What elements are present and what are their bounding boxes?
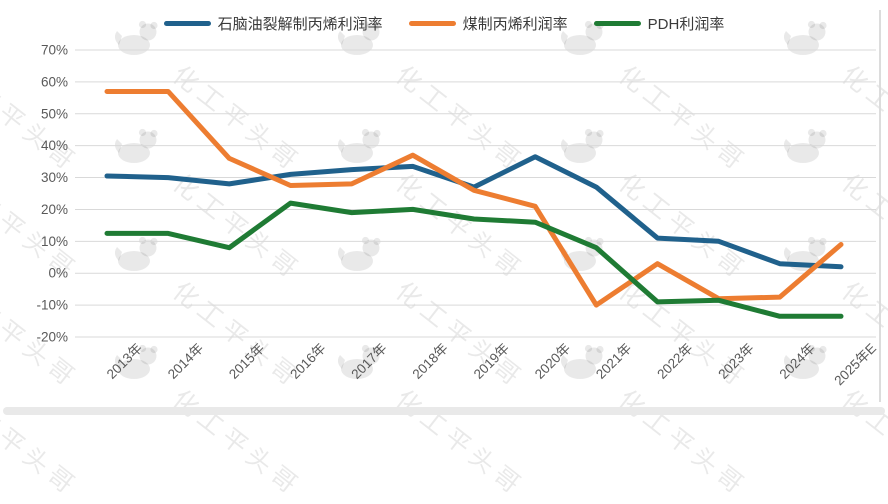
x-tick-label: 2014年 — [165, 341, 206, 382]
horizontal-scrollbar[interactable] — [3, 407, 885, 415]
window-right-edge — [879, 10, 881, 402]
x-tick-label: 2020年 — [532, 341, 573, 382]
y-tick-label: 60% — [41, 74, 68, 89]
y-tick-label: 10% — [41, 234, 68, 249]
legend-label-pdh: PDH利润率 — [647, 16, 725, 33]
x-tick-label: 2024年 — [777, 341, 818, 382]
y-tick-label: 40% — [41, 138, 68, 153]
y-tick-label: 0% — [48, 266, 68, 281]
legend-label-coal: 煤制丙烯利润率 — [462, 16, 568, 33]
y-tick-label: -20% — [36, 330, 68, 345]
legend-swatch-coal — [408, 21, 456, 26]
x-tick-label: 2022年 — [654, 341, 695, 382]
series-line-2 — [104, 200, 844, 319]
x-tick-label: 2013年 — [104, 341, 145, 382]
legend-swatch-naphtha — [163, 21, 211, 26]
legend-item-coal: 煤制丙烯利润率 — [408, 13, 568, 34]
series-line-0 — [104, 154, 844, 270]
legend-swatch-pdh — [593, 21, 641, 26]
x-tick-label: 2023年 — [715, 341, 756, 382]
x-tick-label: 2025年E — [831, 341, 879, 389]
y-tick-label: 20% — [41, 202, 68, 217]
y-tick-label: 50% — [41, 106, 68, 121]
y-tick-label: 30% — [41, 170, 68, 185]
x-tick-label: 2017年 — [348, 341, 389, 382]
x-tick-label: 2018年 — [410, 341, 451, 382]
legend-label-naphtha: 石脑油裂解制丙烯利润率 — [217, 16, 383, 33]
chart-legend: 石脑油裂解制丙烯利润率 煤制丙烯利润率 PDH利润率 — [0, 13, 888, 34]
y-tick-label: -10% — [36, 298, 68, 313]
legend-item-pdh: PDH利润率 — [593, 13, 725, 34]
y-axis-tick-labels: 70% 60% 50% 40% 30% 20% 10% 0% -10% -20% — [36, 43, 68, 345]
x-tick-label: 2021年 — [593, 341, 634, 382]
x-tick-label: 2015年 — [226, 341, 267, 382]
line-chart: 70% 60% 50% 40% 30% 20% 10% 0% -10% -20% 2013年 2014… — [36, 43, 879, 389]
x-axis-tick-labels: 2013年 2014年 2015年 2016年 2017年 2018年 2019年 2020年… — [104, 341, 879, 389]
x-tick-label: 2016年 — [287, 341, 328, 382]
gridlines — [75, 49, 876, 338]
y-tick-label: 70% — [41, 43, 68, 58]
x-tick-label: 2019年 — [471, 341, 512, 382]
legend-item-naphtha: 石脑油裂解制丙烯利润率 — [163, 13, 383, 34]
